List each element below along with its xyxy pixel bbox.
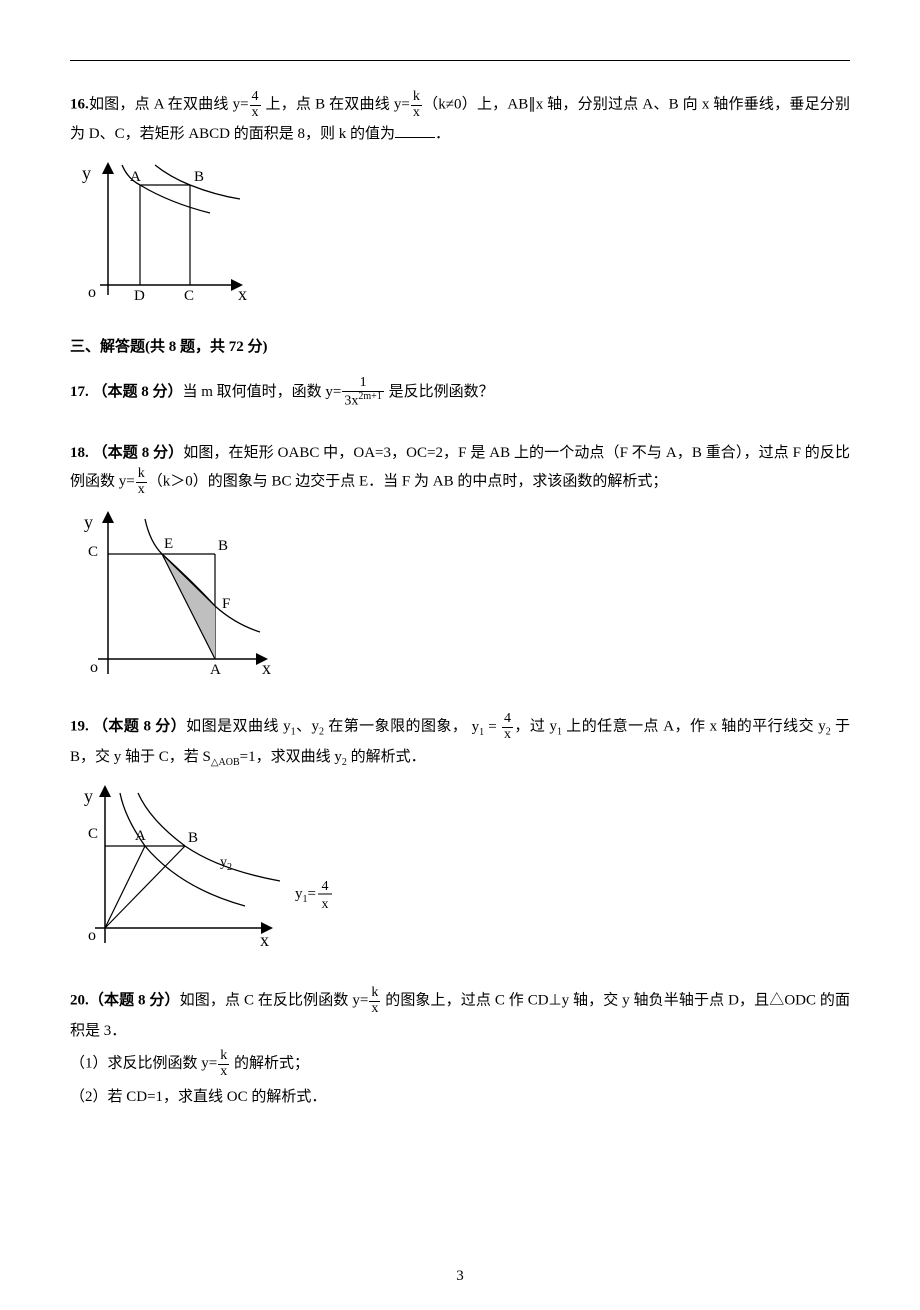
blank-16[interactable] xyxy=(395,122,435,138)
svg-text:B: B xyxy=(218,538,228,554)
svg-text:x: x xyxy=(260,930,269,950)
svg-text:x: x xyxy=(238,284,247,304)
section-3-header: 三、解答题(共 8 题，共 72 分) xyxy=(70,333,850,362)
num-17: 17. xyxy=(70,384,93,400)
p16-d: ． xyxy=(435,126,450,142)
p16-a: 如图，点 A 在双曲线 y= xyxy=(89,97,249,113)
problem-17: 17. （本题 8 分）当 m 取何值时，函数 y=13x2m+1 是反比例函数… xyxy=(70,376,850,409)
svg-text:E: E xyxy=(164,536,173,552)
svg-text:o: o xyxy=(90,659,98,676)
pts-20: （本题 8 分） xyxy=(89,993,180,1009)
num-16: 16. xyxy=(70,97,89,113)
problem-18: 18. （本题 8 分）如图，在矩形 OABC 中，OA=3，OC=2，F 是 … xyxy=(70,439,850,694)
page-number: 3 xyxy=(0,1262,920,1291)
num-20: 20. xyxy=(70,993,89,1009)
header-rule xyxy=(70,60,850,61)
p20-q2: （2）若 CD=1，求直线 OC 的解析式． xyxy=(70,1083,850,1112)
svg-text:y: y xyxy=(82,163,91,183)
frac-4x: 4x xyxy=(250,90,261,120)
svg-text:C: C xyxy=(88,544,98,560)
pts-19: （本题 8 分） xyxy=(93,719,186,735)
svg-text:y2: y2 xyxy=(220,855,232,873)
figure-18: y x o C B E F A xyxy=(70,504,850,695)
svg-text:D: D xyxy=(134,288,145,304)
num-19: 19. xyxy=(70,719,93,735)
problem-20: 20.（本题 8 分）如图，点 C 在反比例函数 y=kx 的图象上，过点 C … xyxy=(70,986,850,1112)
svg-text:C: C xyxy=(88,826,98,842)
num-18: 18. xyxy=(70,445,93,461)
svg-text:y: y xyxy=(84,786,93,806)
figure-19: y x o C A B y2 y1= 4 x xyxy=(70,778,850,969)
svg-text:x: x xyxy=(262,658,271,678)
frac-20b: kx xyxy=(218,1049,229,1079)
svg-text:o: o xyxy=(88,927,96,944)
svg-text:B: B xyxy=(188,830,198,846)
p18-b: （k＞0）的图象与 BC 边交于点 E．当 F 为 AB 的中点时，求该函数的解… xyxy=(148,474,668,490)
pts-18: （本题 8 分） xyxy=(93,445,184,461)
frac-20a: kx xyxy=(369,986,380,1016)
problem-16: 16.如图，点 A 在双曲线 y=4x 上，点 B 在双曲线 y=kx（k≠0）… xyxy=(70,90,850,315)
svg-text:C: C xyxy=(184,288,194,304)
svg-text:A: A xyxy=(210,662,221,678)
p17-b: 是反比例函数？ xyxy=(385,384,494,400)
p16-b: 上，点 B 在双曲线 y= xyxy=(262,97,410,113)
svg-text:y1=: y1= xyxy=(295,886,316,905)
svg-text:F: F xyxy=(222,596,230,612)
frac-18: kx xyxy=(136,467,147,497)
svg-text:B: B xyxy=(194,169,204,185)
svg-text:A: A xyxy=(130,169,141,185)
figure-16: y x o A B D C xyxy=(70,155,850,316)
svg-text:y: y xyxy=(84,512,93,532)
svg-text:o: o xyxy=(88,284,96,301)
svg-text:A: A xyxy=(135,828,146,844)
problem-19: 19. （本题 8 分）如图是双曲线 y1、y2 在第一象限的图象， y1 = … xyxy=(70,712,850,968)
svg-text:x: x xyxy=(322,897,329,912)
frac-kx: kx xyxy=(411,90,422,120)
svg-text:4: 4 xyxy=(322,879,329,894)
frac-17: 13x2m+1 xyxy=(342,376,383,409)
p17-a: 当 m 取何值时，函数 y= xyxy=(183,384,342,400)
frac-19a: 4x xyxy=(502,712,513,742)
pts-17: （本题 8 分） xyxy=(93,384,183,400)
